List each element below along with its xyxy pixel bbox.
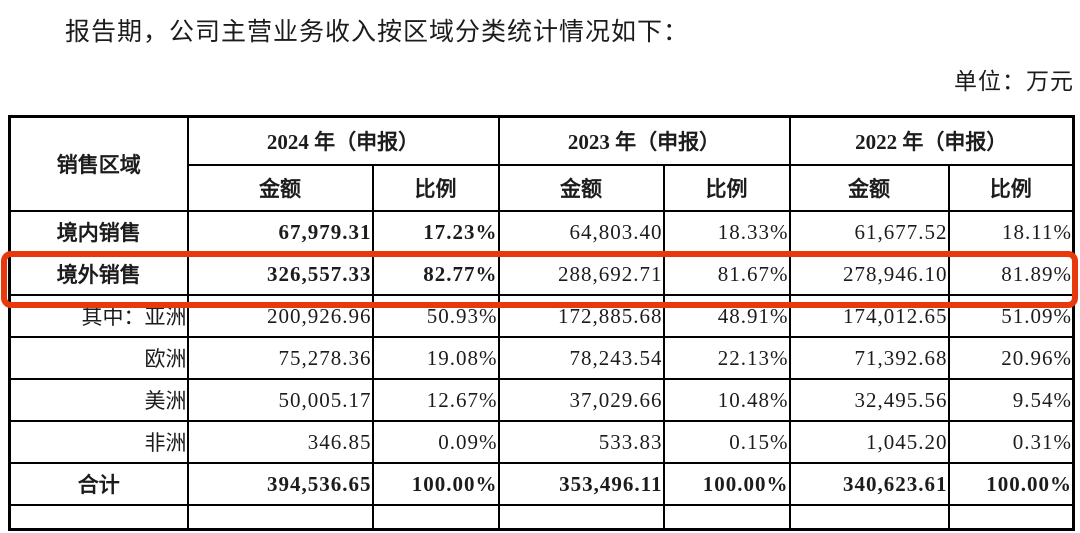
- ratio-2024-cell: 50.93%: [371, 294, 500, 338]
- amount-2022-cell: 71,392.68: [788, 336, 950, 380]
- amount-2022-cell: 174,012.65: [788, 294, 950, 338]
- header-row-measures: 金额 比例 金额 比例 金额 比例: [10, 164, 1075, 212]
- header-year-2024: 2024 年（申报）: [186, 115, 500, 166]
- table-row-europe: 欧洲 75,278.36 19.08% 78,243.54 22.13% 71,…: [8, 336, 1075, 380]
- empty-cell: [371, 504, 500, 531]
- revenue-by-region-table: 销售区域 2024 年（申报） 2023 年（申报） 2022 年（申报） 金额…: [8, 115, 1075, 531]
- ratio-2023-cell: 48.91%: [662, 294, 791, 338]
- header-ratio-2024: 比例: [371, 164, 500, 212]
- region-cell: 欧洲: [8, 336, 189, 380]
- amount-2024-cell: 394,536.65: [186, 462, 374, 506]
- ratio-2024-cell: 0.09%: [371, 420, 500, 464]
- ratio-2023-cell: 81.67%: [662, 252, 791, 296]
- amount-2023-cell: 64,803.40: [497, 210, 665, 254]
- empty-cell: [662, 504, 791, 531]
- amount-2024-cell: 346.85: [186, 420, 374, 464]
- amount-2023-cell: 533.83: [497, 420, 665, 464]
- amount-2024-cell: 67,979.31: [186, 210, 374, 254]
- header-amount-2023: 金额: [497, 164, 665, 212]
- amount-2024-cell: 326,557.33: [186, 252, 374, 296]
- amount-2022-cell: 32,495.56: [788, 378, 950, 422]
- header-amount-2024: 金额: [186, 164, 374, 212]
- ratio-2024-cell: 19.08%: [371, 336, 500, 380]
- header-amount-2022: 金额: [788, 164, 950, 212]
- ratio-2023-cell: 10.48%: [662, 378, 791, 422]
- ratio-2022-cell: 20.96%: [947, 336, 1075, 380]
- intro-text: 报告期，公司主营业务收入按区域分类统计情况如下：: [65, 19, 690, 46]
- amount-2023-cell: 172,885.68: [497, 294, 665, 338]
- empty-cell: [788, 504, 950, 531]
- amount-2022-cell: 61,677.52: [788, 210, 950, 254]
- ratio-2024-cell: 17.23%: [371, 210, 500, 254]
- region-cell: 境外销售: [8, 252, 189, 296]
- table-row-overseas: 境外销售 326,557.33 82.77% 288,692.71 81.67%…: [8, 252, 1075, 296]
- amount-2024-cell: 50,005.17: [186, 378, 374, 422]
- ratio-2023-cell: 22.13%: [662, 336, 791, 380]
- empty-cell: [947, 504, 1075, 531]
- empty-cell: [497, 504, 665, 531]
- ratio-2023-cell: 0.15%: [662, 420, 791, 464]
- amount-2022-cell: 278,946.10: [788, 252, 950, 296]
- region-cell: 非洲: [8, 420, 189, 464]
- ratio-2024-cell: 100.00%: [371, 462, 500, 506]
- empty-cell: [186, 504, 374, 531]
- table-row-domestic: 境内销售 67,979.31 17.23% 64,803.40 18.33% 6…: [8, 210, 1075, 254]
- amount-2024-cell: 200,926.96: [186, 294, 374, 338]
- table-row-cutoff: [8, 504, 1075, 531]
- ratio-2024-cell: 82.77%: [371, 252, 500, 296]
- amount-2023-cell: 37,029.66: [497, 378, 665, 422]
- ratio-2023-cell: 100.00%: [662, 462, 791, 506]
- amount-2022-cell: 1,045.20: [788, 420, 950, 464]
- header-region: 销售区域: [8, 115, 189, 212]
- header-ratio-2022: 比例: [947, 164, 1075, 212]
- region-cell: 合计: [8, 462, 189, 506]
- header-ratio-2023: 比例: [662, 164, 791, 212]
- table-row-africa: 非洲 346.85 0.09% 533.83 0.15% 1,045.20 0.…: [8, 420, 1075, 464]
- empty-cell: [8, 504, 189, 531]
- ratio-2024-cell: 12.67%: [371, 378, 500, 422]
- unit-label: 单位：万元: [954, 69, 1074, 94]
- ratio-2022-cell: 100.00%: [947, 462, 1075, 506]
- amount-2023-cell: 353,496.11: [497, 462, 665, 506]
- amount-2022-cell: 340,623.61: [788, 462, 950, 506]
- ratio-2022-cell: 51.09%: [947, 294, 1075, 338]
- region-cell: 美洲: [8, 378, 189, 422]
- ratio-2023-cell: 18.33%: [662, 210, 791, 254]
- amount-2023-cell: 288,692.71: [497, 252, 665, 296]
- region-cell: 境内销售: [8, 210, 189, 254]
- amount-2023-cell: 78,243.54: [497, 336, 665, 380]
- ratio-2022-cell: 9.54%: [947, 378, 1075, 422]
- ratio-2022-cell: 81.89%: [947, 252, 1075, 296]
- header-year-2023: 2023 年（申报）: [497, 115, 791, 166]
- table-row-america: 美洲 50,005.17 12.67% 37,029.66 10.48% 32,…: [8, 378, 1075, 422]
- amount-2024-cell: 75,278.36: [186, 336, 374, 380]
- ratio-2022-cell: 18.11%: [947, 210, 1075, 254]
- header-row-years: 销售区域 2024 年（申报） 2023 年（申报） 2022 年（申报）: [8, 115, 1075, 212]
- ratio-2022-cell: 0.31%: [947, 420, 1075, 464]
- region-cell: 其中：亚洲: [8, 294, 189, 338]
- table-row-asia: 其中：亚洲 200,926.96 50.93% 172,885.68 48.91…: [8, 294, 1075, 338]
- header-year-2022: 2022 年（申报）: [788, 115, 1075, 166]
- table-row-total: 合计 394,536.65 100.00% 353,496.11 100.00%…: [8, 462, 1075, 506]
